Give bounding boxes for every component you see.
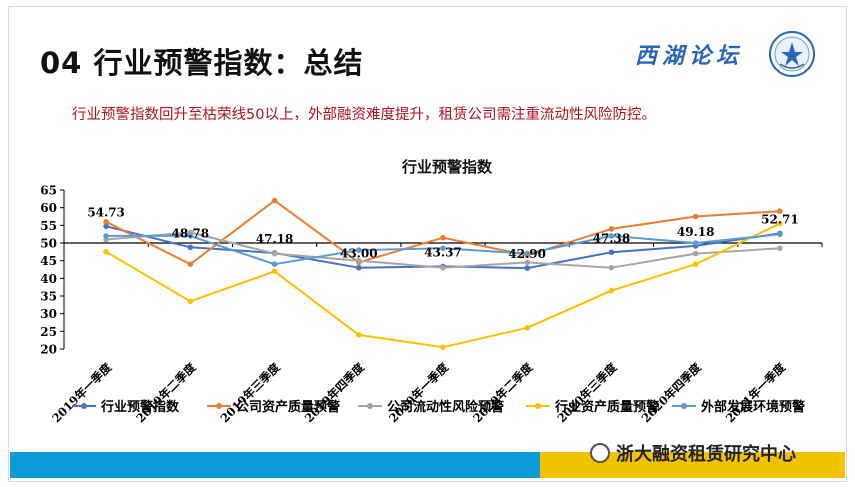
legend-marker [216,403,222,409]
data-point [608,226,615,232]
data-point [187,261,194,268]
y-tick-label: 30 [40,307,57,321]
y-tick-label: 65 [40,184,57,198]
brand-name: 西湖论坛 [635,43,744,69]
legend-marker [535,403,541,409]
data-point [271,268,278,275]
legend-label: 公司流动性风险预警 [387,399,504,415]
chart-title: 行业预警指数 [401,158,493,176]
data-point [187,244,194,251]
data-point [524,259,531,266]
x-tick-label: 2020年三季度 [555,360,620,425]
data-point [271,261,278,268]
data-point [608,287,615,294]
data-point [271,250,278,257]
data-point [777,231,783,237]
x-tick-label: 2020年二季度 [470,360,535,425]
data-point [524,265,531,271]
data-label: 43.37 [424,245,462,259]
watermark-text: 浙大融资租赁研究中心 [616,444,796,465]
y-tick-label: 45 [40,254,57,268]
data-point [187,233,194,239]
data-point [692,250,699,257]
legend-marker [367,403,373,409]
data-point [103,219,109,225]
data-label: 48.78 [172,226,210,240]
x-tick-label: 2020年四季度 [639,360,704,425]
legend-label: 行业预警指数 [100,399,180,415]
data-label: 49.18 [677,225,715,239]
data-point [271,197,278,204]
y-tick-label: 55 [40,219,57,233]
data-point [355,257,362,264]
data-point [440,234,446,241]
data-point [440,264,446,271]
data-label: 47.18 [256,232,294,246]
data-point [777,220,783,227]
legend-marker [681,403,687,409]
legend-marker [81,403,87,409]
y-tick-label: 40 [40,272,57,286]
page-title: 04 行业预警指数：总结 [40,46,364,80]
data-point [777,208,783,214]
x-tick-label: 2019年一季度 [49,360,114,425]
y-tick-label: 50 [40,237,57,251]
data-point [440,344,446,351]
legend-label: 外部发展环境预警 [700,399,805,415]
data-point [103,249,109,255]
footer-bar-blue [10,452,540,478]
data-point [777,245,783,252]
data-point [524,325,531,331]
data-label: 54.73 [87,205,125,219]
wechat-icon [590,443,610,463]
x-tick-label: 2019年二季度 [133,360,198,425]
data-point [355,332,362,338]
data-point [608,249,615,256]
data-point [440,245,446,252]
data-point [355,247,362,253]
data-label: 42.90 [508,247,546,261]
association-emblem-icon [769,31,815,77]
data-point [103,223,109,230]
y-tick-label: 25 [40,325,57,339]
x-tick-label: 2019年三季度 [218,360,283,425]
data-label: 43.00 [340,247,378,261]
y-tick-label: 20 [40,343,57,357]
data-point [608,233,615,239]
data-label: 47.38 [593,231,631,245]
data-point [692,261,699,268]
data-point [355,264,362,271]
data-label: 52.71 [761,212,799,226]
y-tick-label: 35 [40,290,57,304]
subtitle-text: 行业预警指数回升至枯荣线50以上，外部融资难度提升，租赁公司需注重流动性风险防控… [72,107,656,123]
x-tick-label: 2019年四季度 [302,360,367,425]
data-point [692,213,699,220]
x-tick-label: 2021年一季度 [723,360,788,425]
data-point [187,298,194,305]
data-point [524,250,531,257]
watermark: 浙大融资租赁研究中心 [590,440,796,466]
data-point [608,264,615,271]
data-point [103,233,109,239]
legend-label: 行业资产质量预警 [554,399,659,415]
x-tick-label: 2020年一季度 [386,360,451,425]
y-tick-label: 60 [40,201,57,215]
data-point [692,240,699,246]
legend-label: 公司资产质量预警 [236,399,340,415]
